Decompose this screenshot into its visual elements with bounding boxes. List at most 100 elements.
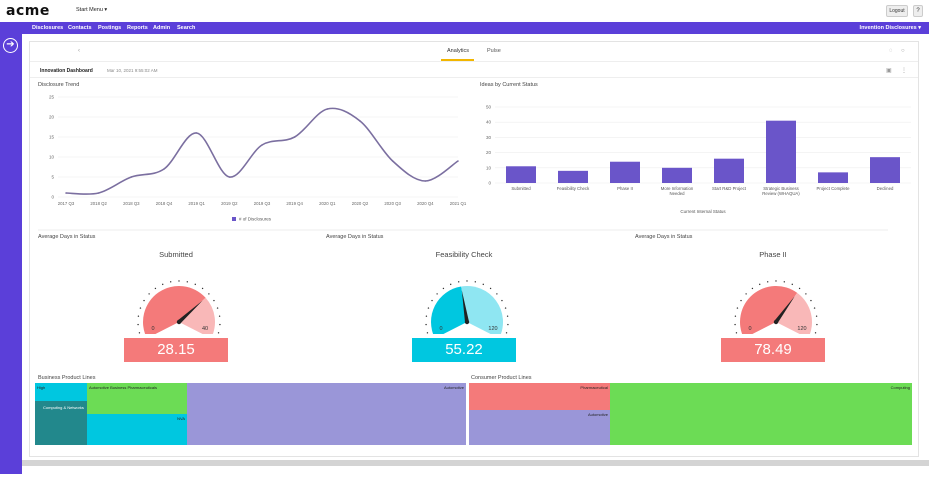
gauge-max-label: 120 xyxy=(488,326,497,332)
bar-chart-title: Ideas by Current Status xyxy=(480,82,538,88)
dashboard-header: Innovation Dashboard Mar 10, 2021 9:55:0… xyxy=(30,64,918,78)
nav-postings[interactable]: Postings xyxy=(98,25,122,31)
x-tick-label: 2018 Q4 xyxy=(156,201,173,206)
x-tick-label: 2020 Q1 xyxy=(319,201,336,206)
treemap-tile-pharmaceutical[interactable]: Pharmaceutical xyxy=(469,383,610,410)
bar xyxy=(870,157,900,183)
y-tick-label: 40 xyxy=(486,120,492,125)
gauge-title: Phase II xyxy=(759,250,787,259)
gauge-min-label: 0 xyxy=(439,326,442,332)
y-tick-label: 10 xyxy=(49,155,55,160)
gauge-value-box: 55.22 xyxy=(412,338,516,362)
bar xyxy=(610,161,640,183)
gauge-tick xyxy=(450,283,452,286)
data-point xyxy=(163,168,165,170)
data-point xyxy=(391,160,394,162)
gauge-tick xyxy=(474,281,477,283)
gauge-fill xyxy=(143,286,206,334)
horizontal-scrollbar[interactable] xyxy=(22,460,929,466)
x-tick-label: 2018 Q2 xyxy=(90,201,107,206)
gauge-remainder xyxy=(776,292,812,334)
treemap-tile-automotive[interactable]: Automotive xyxy=(187,383,466,445)
gauge-tick xyxy=(213,299,215,302)
gauge-tick xyxy=(218,315,221,317)
gauge-max-label: 120 xyxy=(797,326,806,332)
gauge-tick xyxy=(162,283,164,286)
gauge-tick xyxy=(813,307,816,309)
data-point xyxy=(326,108,329,110)
x-tick-label: Submitted xyxy=(511,186,531,191)
left-rail xyxy=(0,34,22,474)
gauge-tick xyxy=(427,307,430,309)
dashboard-panel: ‹ Analytics Pulse ◌ ○ Innovation Dashboa… xyxy=(29,41,919,457)
y-tick-label: 10 xyxy=(486,165,492,170)
x-tick-label: 2020 Q4 xyxy=(417,201,434,206)
data-point xyxy=(424,180,427,182)
gauge-section-title: Average Days in Status xyxy=(326,234,384,240)
x-tick-label: Needed xyxy=(669,191,685,196)
gauge-tick xyxy=(501,299,503,302)
tab-pulse[interactable]: Pulse xyxy=(487,48,501,54)
data-point xyxy=(293,136,296,138)
x-tick-label: 2019 Q1 xyxy=(188,201,205,206)
gauge-fill xyxy=(740,286,798,334)
gauge-section-title: Average Days in Status xyxy=(38,234,96,240)
x-tick-label: Feasibility Check xyxy=(557,186,590,191)
tab-analytics[interactable]: Analytics xyxy=(447,48,470,54)
gauge-needle xyxy=(177,300,203,324)
camera-icon[interactable]: ▣ xyxy=(886,68,892,74)
gauge-tick xyxy=(425,315,428,317)
gauge-needle xyxy=(774,296,795,324)
treemap-tile-automotive-business-pharma[interactable]: Automotive Business Pharmaceuticals xyxy=(87,383,187,414)
bar xyxy=(506,166,536,183)
gauge-title: Feasibility Check xyxy=(435,250,493,259)
gauge-tick xyxy=(482,283,484,286)
x-tick-label: 2019 Q3 xyxy=(254,201,271,206)
gauge-tick xyxy=(805,293,807,295)
treemap-tile-high[interactable]: High xyxy=(35,383,87,401)
more-options-icon[interactable]: ⋮ xyxy=(901,68,907,74)
section-divider xyxy=(38,229,888,231)
gauge-tick xyxy=(783,281,786,283)
bar xyxy=(714,158,744,183)
gauge-pivot xyxy=(773,319,779,325)
invention-disclosures-menu[interactable]: Invention Disclosures ▾ xyxy=(859,25,921,31)
nav-contacts[interactable]: Contacts xyxy=(68,25,92,31)
user-icon[interactable]: ○ xyxy=(901,48,905,54)
series-line xyxy=(65,107,459,195)
treemap-tile-consumer-computing[interactable]: Computing xyxy=(610,383,912,445)
data-point xyxy=(195,132,198,134)
nav-search[interactable]: Search xyxy=(177,25,196,31)
bar xyxy=(662,167,692,183)
data-point xyxy=(457,160,459,162)
x-tick-label: More Information xyxy=(661,186,694,191)
nav-admin[interactable]: Admin xyxy=(153,25,171,31)
help-button[interactable]: ? xyxy=(913,5,923,17)
y-tick-label: 15 xyxy=(49,135,55,140)
expand-arrow-icon[interactable]: ➔ xyxy=(3,38,18,53)
line-chart-title: Disclosure Trend xyxy=(38,82,80,88)
gauge-tick xyxy=(442,287,445,290)
bell-icon[interactable]: ◌ xyxy=(889,48,893,54)
treemap-tile-nva[interactable]: NVA xyxy=(87,414,187,445)
gauge-value-box: 28.15 xyxy=(124,338,228,362)
gauge-pivot xyxy=(176,319,182,325)
back-chevron-icon[interactable]: ‹ xyxy=(78,48,80,54)
gauge-fill xyxy=(431,286,467,334)
y-tick-label: 0 xyxy=(488,181,491,186)
gauge-section-title: Average Days in Status xyxy=(635,234,693,240)
acme-logo[interactable]: acme xyxy=(6,3,50,19)
gauge-tick xyxy=(740,299,742,302)
y-tick-label: 0 xyxy=(51,195,54,200)
nav-reports[interactable]: Reports xyxy=(127,25,148,31)
logout-button[interactable]: Logout xyxy=(886,5,908,17)
y-tick-label: 5 xyxy=(51,175,54,180)
gauge-tick xyxy=(814,332,817,334)
treemap-tile-computing[interactable]: Computing & Networks xyxy=(35,401,87,445)
ideas-by-status-chart: 0 10 20 30 40 50 Submitted Feasibility Check Pha… xyxy=(486,105,911,214)
bar xyxy=(766,120,796,183)
treemap-tile-consumer-automotive[interactable]: Automotive xyxy=(469,410,610,445)
start-menu[interactable]: Start Menu ▾ xyxy=(76,7,108,13)
nav-disclosures[interactable]: Disclosures xyxy=(32,25,64,31)
gauge-tick xyxy=(734,323,736,326)
